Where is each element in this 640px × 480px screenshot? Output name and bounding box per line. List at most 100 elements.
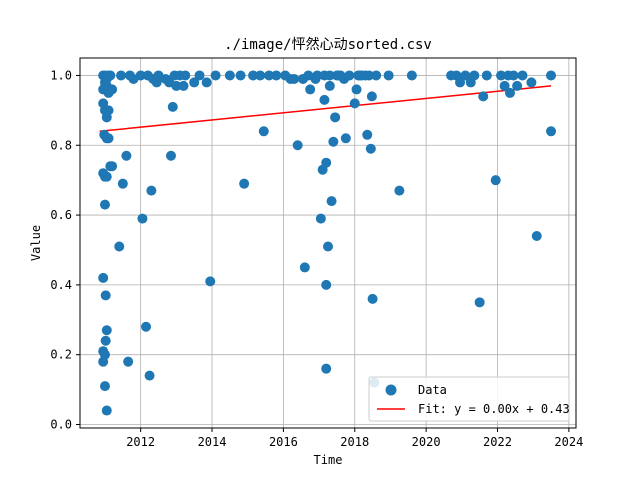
- data-point: [201, 77, 212, 88]
- fit-layer: [99, 85, 552, 133]
- data-point: [469, 70, 480, 81]
- y-tick-label: 1.0: [50, 68, 72, 82]
- data-point: [478, 91, 489, 102]
- data-point: [114, 241, 125, 252]
- y-axis-label: Value: [29, 225, 43, 261]
- data-point: [171, 80, 182, 91]
- data-point: [271, 70, 282, 81]
- data-point: [144, 370, 155, 381]
- data-point: [299, 262, 310, 273]
- legend: Data Fit: y = 0.00x + 0.43: [368, 376, 570, 422]
- data-point: [103, 133, 114, 144]
- data-point: [312, 70, 323, 81]
- data-point: [100, 335, 111, 346]
- chart-title: ./image/怦然心动sorted.csv: [224, 36, 432, 53]
- data-point: [135, 70, 146, 81]
- data-point: [496, 70, 507, 81]
- data-point: [305, 84, 316, 95]
- x-axis-ticks: 2012 2014 2016 2018 2020 2022 2024: [126, 428, 583, 449]
- data-point: [366, 91, 377, 102]
- data-point: [512, 80, 523, 91]
- data-point: [117, 178, 128, 189]
- data-point: [321, 157, 332, 168]
- data-point: [319, 94, 330, 105]
- x-tick-label: 2022: [483, 435, 512, 449]
- data-points: [98, 70, 557, 416]
- data-point: [292, 140, 303, 151]
- data-point: [180, 70, 191, 81]
- data-point: [371, 70, 382, 81]
- data-point: [531, 231, 542, 242]
- y-tick-label: 0.8: [50, 138, 72, 152]
- x-axis-label: Time: [314, 453, 343, 467]
- data-point: [289, 73, 300, 84]
- data-point: [264, 70, 275, 81]
- data-point: [526, 77, 537, 88]
- data-point: [167, 101, 178, 112]
- data-point: [194, 70, 205, 81]
- data-point: [165, 150, 176, 161]
- data-point: [101, 405, 112, 416]
- legend-box: [368, 376, 570, 422]
- data-point: [235, 70, 246, 81]
- data-point: [504, 87, 515, 98]
- y-tick-label: 0.6: [50, 208, 72, 222]
- data-point: [406, 70, 417, 81]
- data-point: [101, 325, 112, 336]
- data-point: [239, 178, 250, 189]
- data-point: [99, 381, 110, 392]
- data-point: [455, 77, 466, 88]
- data-point: [116, 70, 127, 81]
- data-point: [383, 70, 394, 81]
- data-point: [121, 150, 132, 161]
- data-point: [98, 356, 109, 367]
- x-tick-label: 2016: [269, 435, 298, 449]
- data-point: [330, 112, 341, 123]
- data-point: [101, 171, 112, 182]
- data-point: [178, 80, 189, 91]
- legend-data-marker: [385, 384, 397, 396]
- legend-fit-label: Fit: y = 0.00x + 0.43: [418, 402, 570, 416]
- data-point: [394, 185, 405, 196]
- y-tick-label: 0.2: [50, 348, 72, 362]
- data-point: [146, 185, 157, 196]
- data-point: [351, 84, 362, 95]
- axes-frame: [79, 57, 577, 429]
- data-point: [321, 363, 332, 374]
- x-tick-label: 2014: [198, 435, 227, 449]
- data-point: [321, 279, 332, 290]
- data-point: [189, 77, 200, 88]
- data-point: [460, 70, 471, 81]
- data-point: [137, 213, 148, 224]
- data-point: [481, 70, 492, 81]
- data-point: [205, 276, 216, 287]
- data-point: [546, 70, 557, 81]
- data-point: [546, 126, 557, 137]
- legend-data-label: Data: [418, 383, 447, 397]
- y-axis-ticks: 0.0 0.2 0.4 0.6 0.8 1.0: [50, 68, 80, 432]
- data-point: [107, 84, 118, 95]
- data-point: [123, 356, 134, 367]
- data-point: [326, 196, 337, 207]
- data-point: [344, 70, 355, 81]
- data-point: [365, 143, 376, 154]
- data-point: [107, 161, 118, 172]
- data-point: [105, 70, 116, 81]
- data-point: [364, 70, 375, 81]
- data-point: [324, 70, 335, 81]
- x-tick-label: 2012: [126, 435, 155, 449]
- data-point: [98, 272, 109, 283]
- data-point: [315, 213, 326, 224]
- data-point: [99, 199, 110, 210]
- fit-line: [99, 85, 552, 133]
- data-point: [248, 70, 259, 81]
- data-point: [499, 80, 510, 91]
- data-point: [367, 293, 378, 304]
- data-point: [324, 80, 335, 91]
- data-point: [362, 129, 373, 140]
- data-point: [210, 70, 221, 81]
- data-point: [349, 98, 360, 109]
- y-tick-label: 0.0: [50, 418, 72, 432]
- data-point: [141, 321, 152, 332]
